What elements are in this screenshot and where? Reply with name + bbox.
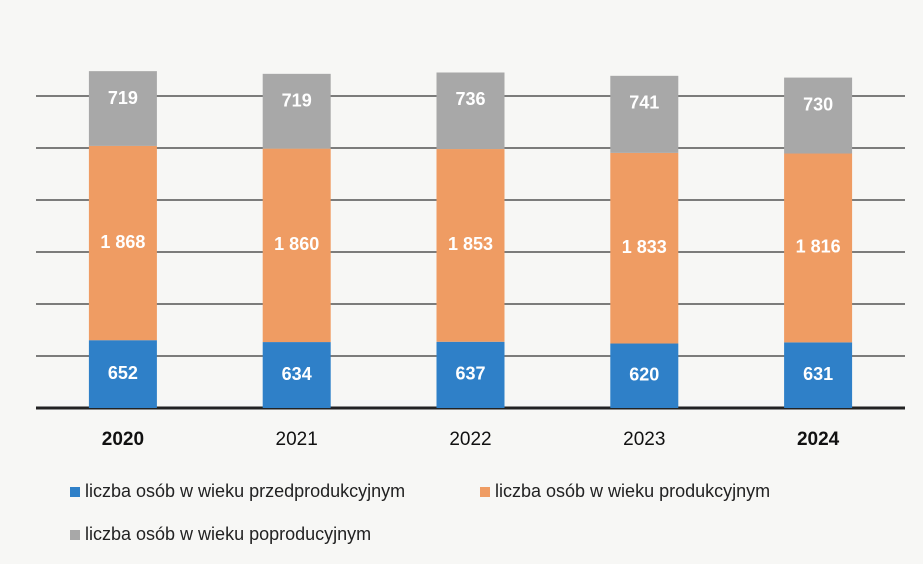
data-label: 652 bbox=[108, 363, 138, 383]
data-label: 631 bbox=[803, 364, 833, 384]
data-label: 719 bbox=[282, 91, 312, 111]
x-tick-label: 2020 bbox=[102, 429, 144, 450]
data-label: 730 bbox=[803, 94, 833, 114]
bar-segment bbox=[784, 153, 853, 343]
data-label: 736 bbox=[455, 89, 485, 109]
bar-segment bbox=[436, 149, 505, 342]
bar-segment bbox=[88, 71, 157, 146]
x-tick-label: 2024 bbox=[797, 429, 840, 450]
bar-segment bbox=[610, 75, 679, 153]
bar-segment bbox=[262, 148, 331, 343]
bar-segment bbox=[610, 152, 679, 344]
bar-segment bbox=[784, 342, 853, 408]
data-label: 1 833 bbox=[622, 237, 667, 257]
data-label: 1 860 bbox=[274, 234, 319, 254]
legend-swatch bbox=[70, 487, 80, 497]
bar-segment bbox=[610, 343, 679, 408]
data-label: 637 bbox=[455, 364, 485, 384]
bar-segment bbox=[88, 340, 157, 408]
legend-label: liczba osób w wieku poproducyjnym bbox=[85, 524, 371, 544]
legend-label: liczba osób w wieku przedprodukcyjnym bbox=[85, 481, 405, 501]
legend-swatch bbox=[70, 530, 80, 540]
data-label: 1 868 bbox=[100, 232, 145, 252]
bar-segment bbox=[784, 77, 853, 154]
bar-segment bbox=[262, 342, 331, 408]
bar-segment bbox=[436, 341, 505, 408]
legend-label: liczba osób w wieku produkcyjnym bbox=[495, 481, 770, 501]
data-label: 620 bbox=[629, 365, 659, 385]
x-tick-label: 2023 bbox=[623, 429, 665, 450]
data-label: 1 853 bbox=[448, 234, 493, 254]
data-label: 634 bbox=[282, 364, 312, 384]
data-label: 1 816 bbox=[796, 237, 841, 257]
legend-swatch bbox=[480, 487, 490, 497]
x-tick-label: 2021 bbox=[276, 429, 318, 450]
bar-segment bbox=[88, 145, 157, 341]
bar-segment bbox=[436, 72, 505, 150]
x-tick-label: 2022 bbox=[449, 429, 491, 450]
data-label: 719 bbox=[108, 88, 138, 108]
bar-segment bbox=[262, 73, 331, 149]
data-label: 741 bbox=[629, 93, 659, 113]
